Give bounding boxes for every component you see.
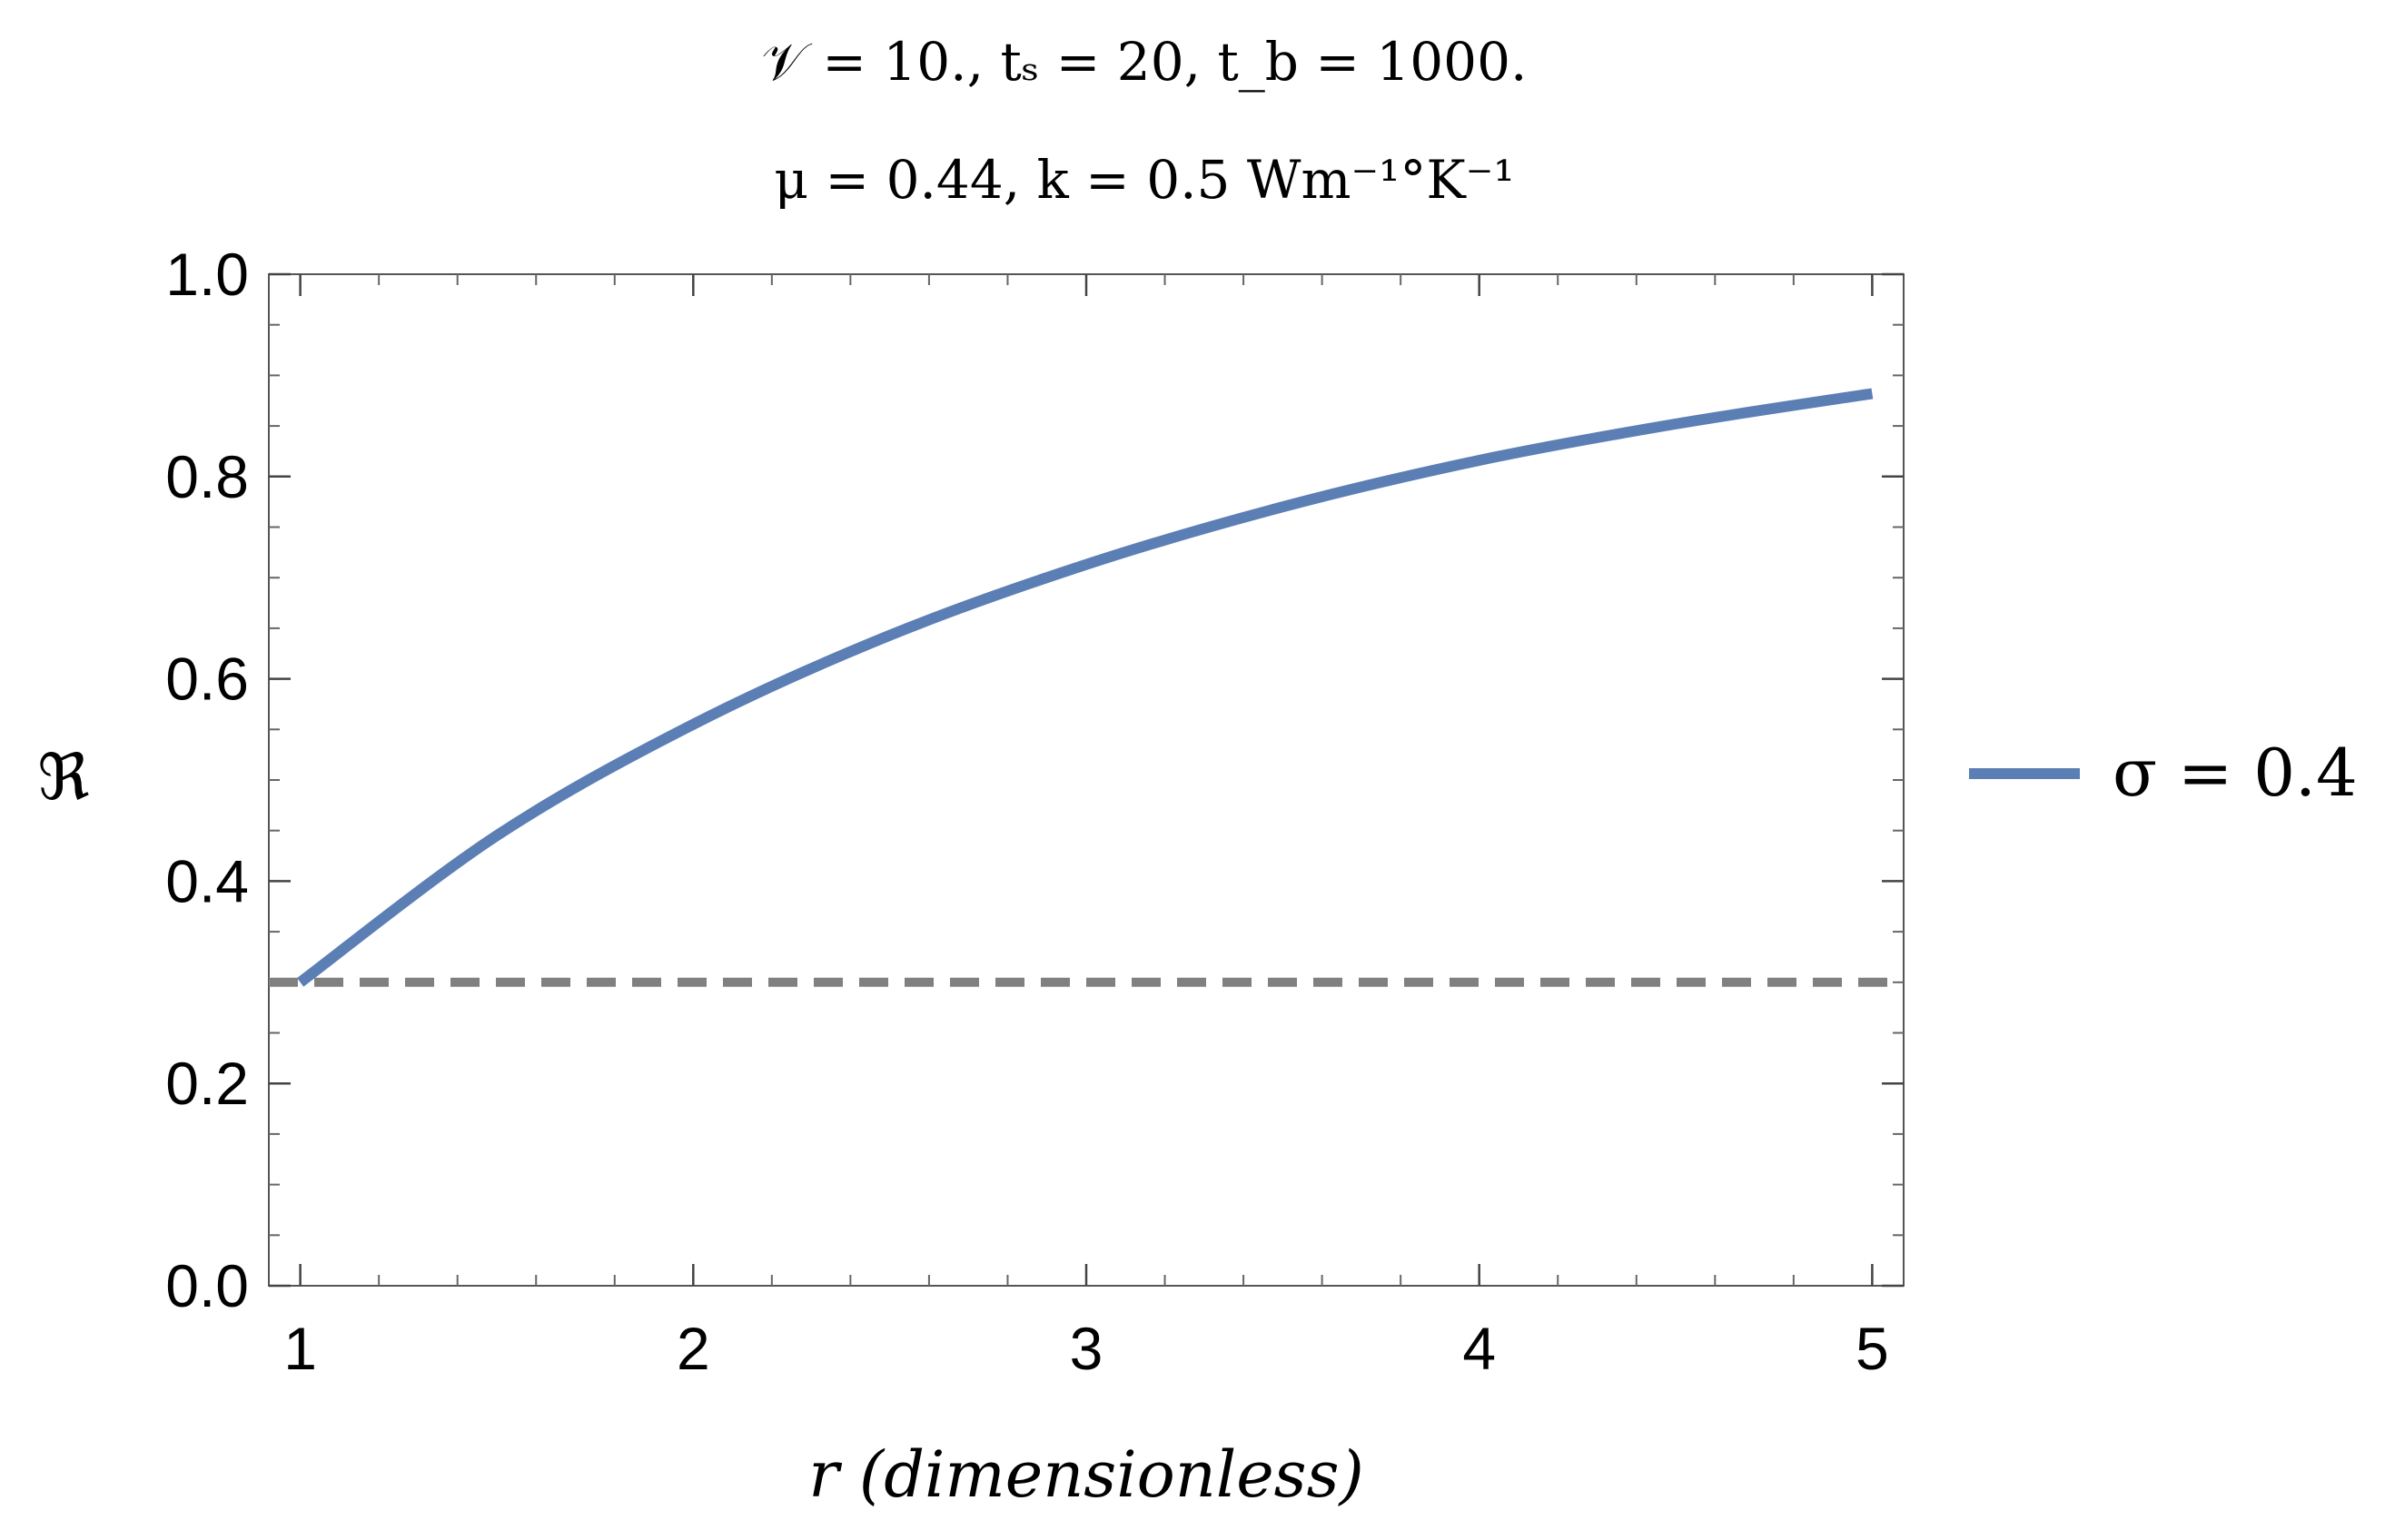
x-tick-label: 3 [1070,1315,1103,1382]
y-axis-label: ℜ [38,740,90,814]
x-tick-label: 5 [1856,1315,1889,1382]
x-tick-label: 4 [1462,1315,1496,1382]
legend-label: σ = 0.4 [2113,735,2358,811]
series-line-sigma [297,388,1874,987]
x-axis-ticks: 1 2 3 4 5 [283,274,1889,1382]
y-tick-label: 0.2 [165,1050,249,1117]
legend: σ = 0.4 [1969,735,2358,811]
chart-title-line2: μ = 0.44, k = 0.5 Wm⁻¹°K⁻¹ [774,149,1514,211]
y-tick-label: 0.4 [165,847,249,914]
y-tick-label: 0.8 [165,443,249,510]
y-axis-ticks: 0.0 0.2 0.4 0.6 0.8 1.0 [165,241,1904,1319]
x-axis-label: r (dimensionless) [808,1437,1364,1512]
y-tick-label: 1.0 [165,241,249,308]
y-tick-label: 0.6 [165,646,249,713]
y-tick-label: 0.0 [165,1252,249,1319]
x-tick-label: 2 [677,1315,710,1382]
chart-title-line1: 𝒱 = 10., tₛ = 20, t_b = 1000. [762,31,1528,93]
x-tick-label: 1 [283,1315,317,1382]
